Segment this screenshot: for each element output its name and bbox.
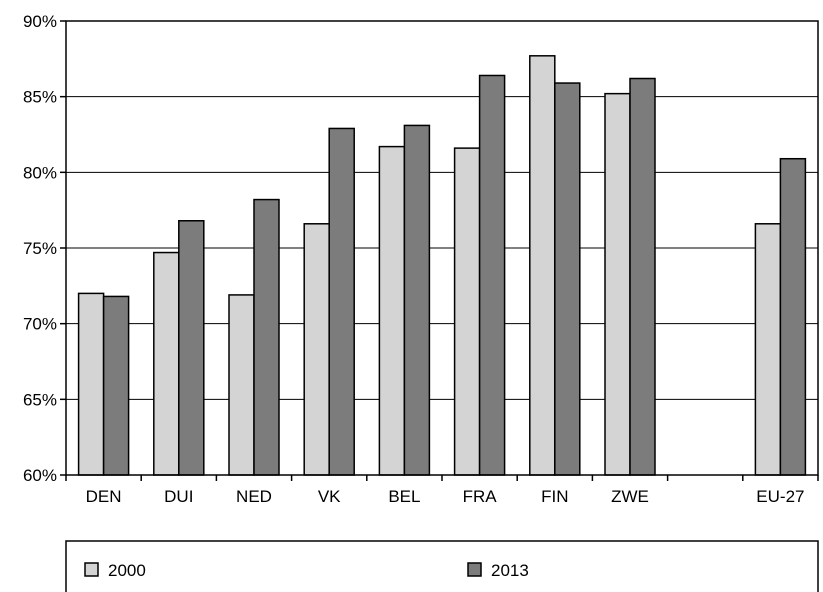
bar-2013-VK (328, 127, 355, 476)
x-tick-label: NED (236, 487, 272, 506)
bar-2000-BEL (378, 145, 406, 476)
y-tick-label: 85% (23, 88, 57, 107)
bar-2013-FRA (478, 74, 506, 476)
bar-2000-DUI (153, 251, 180, 476)
x-tick-label: BEL (388, 487, 420, 506)
legend: 2000 2013 (65, 540, 819, 592)
x-tick-label: ZWE (611, 487, 649, 506)
legend-label-2013: 2013 (491, 561, 529, 580)
bar-2000-ZWE (604, 92, 631, 476)
y-tick-label: 70% (23, 315, 57, 334)
bar-2000-VK (303, 223, 330, 476)
bar-2013-FIN (554, 82, 581, 476)
bars (77, 55, 807, 476)
bar-2000-NED (228, 294, 255, 476)
legend-label-2000: 2000 (108, 561, 146, 580)
bar-2013-BEL (403, 124, 431, 476)
bar-2013-NED (253, 198, 280, 476)
x-tick-label: FRA (463, 487, 498, 506)
y-tick-label: 60% (23, 466, 57, 485)
y-tick-label: 80% (23, 163, 57, 182)
bar-2013-DUI (178, 220, 205, 476)
y-tick-label: 65% (23, 390, 57, 409)
axes: 60% 65% 70% 75% 80% 85% 90% DEN DUI NED VK BEL FRA FI… (23, 12, 819, 506)
bar-2013-EU-27 (779, 157, 807, 476)
bar-2013-ZWE (629, 77, 656, 476)
bar-2000-FRA (453, 147, 481, 476)
bar-2000-DEN (77, 292, 105, 476)
plot-frame (65, 20, 819, 476)
x-tick-label: DUI (164, 487, 193, 506)
legend-swatch-2013 (467, 562, 482, 577)
bar-2000-FIN (529, 55, 556, 476)
bar-2000-EU-27 (754, 223, 782, 476)
x-tick-label: FIN (541, 487, 568, 506)
x-tick-label: VK (318, 487, 341, 506)
x-tick-label: DEN (86, 487, 122, 506)
y-tick-label: 90% (23, 12, 57, 31)
x-tick-label: EU-27 (756, 487, 804, 506)
legend-frame (65, 540, 819, 592)
legend-swatch-2000 (84, 562, 99, 577)
y-tick-label: 75% (23, 239, 57, 258)
bar-2013-DEN (102, 295, 130, 476)
